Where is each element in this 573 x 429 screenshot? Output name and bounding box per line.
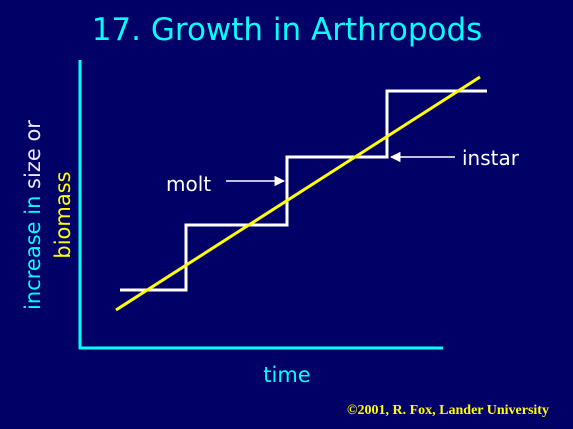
step-growth-line xyxy=(120,89,487,292)
instar-label: instar xyxy=(462,146,520,170)
y-label-part: increase in xyxy=(21,189,45,310)
title: 17. Growth in Arthropods xyxy=(92,12,483,48)
trend-line xyxy=(115,75,481,312)
y-axis-label: increase in size or xyxy=(21,120,45,310)
molt-label: molt xyxy=(166,172,211,196)
copyright: ©2001, R. Fox, Lander University xyxy=(347,403,549,418)
y-label-part: size or xyxy=(21,120,45,189)
x-axis-label: time xyxy=(263,363,310,387)
y-axis-label-line2: biomass xyxy=(51,171,75,258)
